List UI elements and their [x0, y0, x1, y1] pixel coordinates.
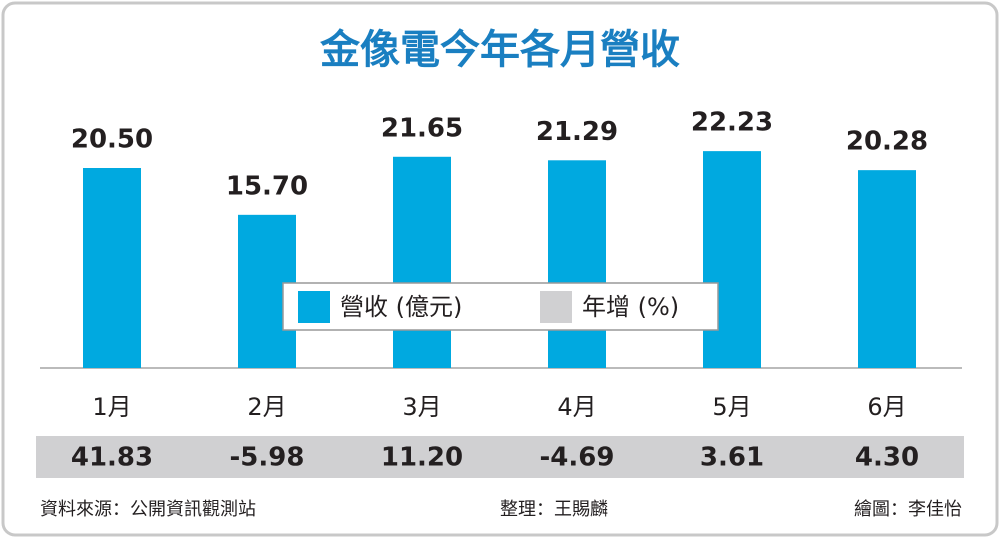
growth-value: -4.69: [540, 443, 615, 473]
bar: [548, 160, 606, 368]
x-tick-label: 2月: [247, 393, 286, 421]
value-label: 21.29: [536, 117, 618, 147]
source: 資料來源：公開資訊觀測站: [40, 499, 256, 520]
x-tick-label: 6月: [867, 393, 906, 421]
x-tick-label: 5月: [712, 393, 751, 421]
x-tick-label: 4月: [557, 393, 596, 421]
value-label: 22.23: [691, 108, 773, 138]
bar: [393, 156, 451, 368]
legend-swatch: [540, 291, 572, 323]
legend-label: 年增 (%): [582, 293, 679, 321]
x-tick-label: 3月: [402, 393, 441, 421]
x-tick-label: 1月: [92, 393, 131, 421]
legend-label: 營收 (億元): [340, 293, 462, 321]
value-label: 20.28: [846, 127, 928, 157]
value-label: 15.70: [226, 171, 308, 201]
growth-value: 41.83: [71, 443, 153, 473]
growth-value: 11.20: [381, 443, 463, 473]
growth-value: 3.61: [700, 443, 764, 473]
legend-swatch: [298, 291, 330, 323]
bar: [83, 168, 141, 368]
growth-value: -5.98: [230, 443, 305, 473]
growth-value: 4.30: [855, 443, 919, 473]
bar: [703, 151, 761, 368]
growth-row: [36, 436, 964, 478]
legend-box: [282, 282, 719, 331]
graphic: 繪圖：李佳怡: [854, 499, 962, 520]
value-label: 20.50: [71, 125, 153, 155]
chart-title: 金像電今年各月營收: [319, 27, 680, 73]
bar: [858, 170, 916, 368]
editor: 整理：王賜麟: [500, 499, 608, 520]
value-label: 21.65: [381, 113, 463, 143]
